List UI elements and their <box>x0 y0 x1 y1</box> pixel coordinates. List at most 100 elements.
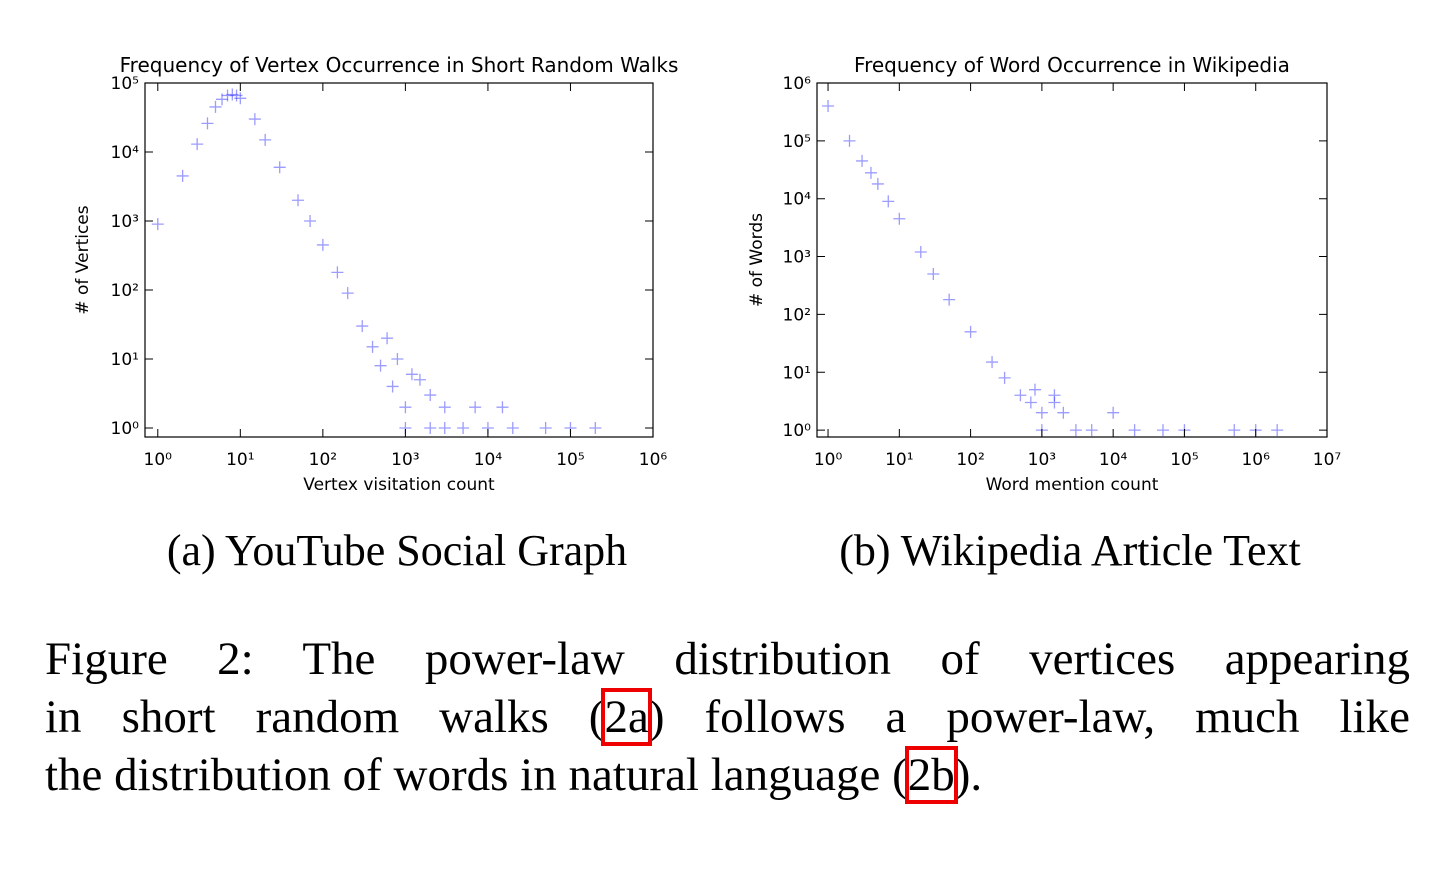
caption-line: in short random walks (2a) follows a pow… <box>45 688 1410 746</box>
point <box>405 368 418 381</box>
point <box>1156 424 1169 437</box>
caption-line: the distribution of words in natural lan… <box>45 746 1410 804</box>
point <box>1107 406 1120 419</box>
point <box>1228 424 1241 437</box>
x-tick-label: 10⁴ <box>1099 450 1128 470</box>
point <box>843 134 856 147</box>
point <box>964 325 977 338</box>
point <box>1057 406 1070 419</box>
point <box>914 245 927 258</box>
point <box>496 401 509 414</box>
point <box>864 166 877 179</box>
y-tick-label: 10³ <box>111 212 139 232</box>
point <box>1035 406 1048 419</box>
y-tick-label: 10⁴ <box>783 190 812 210</box>
figure-reference-link[interactable]: 2b <box>904 746 958 804</box>
x-tick-label: 10⁴ <box>474 450 503 470</box>
point <box>893 212 906 225</box>
point <box>176 169 189 182</box>
point <box>201 117 214 130</box>
x-tick-label: 10⁵ <box>556 450 584 470</box>
point <box>366 340 379 353</box>
point <box>438 421 451 434</box>
point <box>424 421 437 434</box>
y-tick-label: 10¹ <box>111 350 139 370</box>
y-tick-label: 10⁵ <box>111 74 139 94</box>
point <box>386 380 399 393</box>
caption-text: Figure 2: The power-law distribution of … <box>45 633 1410 685</box>
y-tick-label: 10¹ <box>783 363 811 383</box>
y-tick-label: 10² <box>783 305 811 325</box>
point <box>424 389 437 402</box>
y-tick-label: 10⁰ <box>111 419 140 439</box>
x-tick-label: 10⁶ <box>1241 450 1270 470</box>
caption-text: ). <box>954 749 983 801</box>
x-tick-label: 10⁵ <box>1170 450 1198 470</box>
point <box>399 401 412 414</box>
x-tick-label: 10² <box>956 450 984 470</box>
x-tick-label: 10⁷ <box>1313 450 1342 470</box>
y-tick-label: 10⁰ <box>783 421 812 441</box>
caption-text: the distribution of words in natural lan… <box>45 749 908 801</box>
point <box>1048 389 1061 402</box>
plot-frame <box>144 82 654 438</box>
point <box>438 401 451 414</box>
point <box>341 287 354 300</box>
x-tick-label: 10³ <box>391 450 419 470</box>
x-tick-label: 10² <box>309 450 337 470</box>
point <box>1014 389 1027 402</box>
point <box>292 194 305 207</box>
point <box>331 266 344 279</box>
y-tick-label: 10⁶ <box>783 74 812 94</box>
point <box>1085 424 1098 437</box>
figure: Frequency of Vertex Occurrence in Short … <box>73 53 1342 575</box>
subfigure-caption: (a) YouTube Social Graph <box>167 526 627 575</box>
point <box>856 154 869 167</box>
point <box>457 421 470 434</box>
point <box>374 359 387 372</box>
y-tick-label: 10³ <box>783 248 811 268</box>
point <box>822 100 835 113</box>
point <box>151 218 164 231</box>
point <box>1128 424 1141 437</box>
point <box>304 214 317 227</box>
point <box>943 293 956 306</box>
caption-text: in short random walks ( <box>45 691 605 743</box>
point <box>986 356 999 369</box>
point <box>191 138 204 151</box>
x-tick-label: 10⁰ <box>814 450 843 470</box>
x-tick-label: 10⁶ <box>639 450 668 470</box>
chart-title: Frequency of Word Occurrence in Wikipedi… <box>854 53 1290 77</box>
point <box>234 92 247 105</box>
point <box>882 195 895 208</box>
caption-line: Figure 2: The power-law distribution of … <box>45 630 1410 688</box>
x-tick-label: 10⁰ <box>144 450 173 470</box>
x-tick-label: 10¹ <box>885 450 913 470</box>
plot-frame <box>816 82 1328 438</box>
point <box>248 113 261 126</box>
point <box>273 161 286 174</box>
point <box>539 421 552 434</box>
point <box>316 238 329 251</box>
x-axis-label: Vertex visitation count <box>303 475 495 495</box>
figure-caption: Figure 2: The power-law distribution of … <box>45 630 1410 804</box>
point <box>506 421 519 434</box>
y-axis-label: # of Vertices <box>73 205 93 314</box>
point <box>259 133 272 146</box>
x-axis-label: Word mention count <box>986 475 1159 495</box>
caption-text: ) follows a power-law, much like <box>648 691 1410 743</box>
subfigure-caption: (b) Wikipedia Article Text <box>839 526 1301 575</box>
chart-title: Frequency of Vertex Occurrence in Short … <box>120 53 679 77</box>
figure-reference-link[interactable]: 2a <box>601 688 652 746</box>
point <box>469 401 482 414</box>
point <box>391 352 404 365</box>
y-axis-label: # of Words <box>747 213 767 307</box>
y-tick-label: 10⁵ <box>783 132 811 152</box>
point <box>589 421 602 434</box>
point <box>1028 383 1041 396</box>
point <box>209 100 222 113</box>
point <box>871 177 884 190</box>
point <box>1271 424 1284 437</box>
x-tick-label: 10³ <box>1028 450 1056 470</box>
